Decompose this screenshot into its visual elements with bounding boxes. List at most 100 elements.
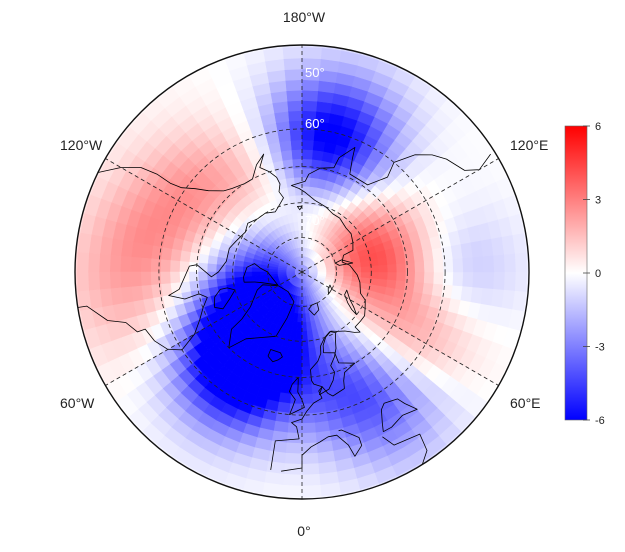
field-cell (287, 110, 303, 122)
field-cell (313, 131, 327, 143)
field-cell (460, 242, 473, 259)
lat-label-70: 70° (305, 213, 325, 228)
graticule (105, 45, 499, 499)
field-cell (301, 140, 314, 151)
field-cell (301, 347, 310, 358)
field-cell (77, 271, 90, 292)
field-cell (403, 280, 415, 292)
field-cell (301, 47, 322, 60)
lon-label-lower-left: 60°W (60, 395, 95, 411)
field-cell (272, 101, 289, 114)
field-cell (461, 256, 474, 273)
field-cell (301, 230, 306, 240)
field-cell (301, 452, 319, 465)
field-cell (386, 271, 397, 281)
longitude-labels: 180°W 0° 120°W 60°W 120°E 60°E (60, 9, 548, 539)
field-cell (120, 255, 132, 273)
field-cell (482, 255, 495, 273)
coastline (270, 146, 491, 470)
field-cell (160, 271, 172, 285)
field-cell (189, 252, 201, 264)
field-cell (296, 321, 303, 332)
field-cell (140, 271, 152, 287)
field-cell (278, 391, 292, 404)
latitude-labels: 50° 60° 70° (305, 65, 325, 228)
field-cell (492, 271, 505, 290)
lat-label-60: 60° (305, 116, 325, 131)
field-cell (282, 484, 303, 497)
field-cell (298, 295, 303, 305)
field-cell (472, 271, 484, 289)
field-cell (432, 259, 444, 273)
field-cell (301, 356, 311, 367)
coastline (288, 376, 305, 416)
field-cell (298, 304, 303, 314)
field-cell (170, 260, 181, 273)
field-cell (308, 186, 318, 197)
field-cell (277, 401, 291, 413)
field-cell (334, 271, 344, 276)
field-cell (179, 261, 190, 273)
field-cell (291, 374, 303, 385)
field-cell (414, 261, 425, 273)
field-cell (198, 253, 210, 265)
lat-label-50: 50° (305, 65, 325, 80)
field-cell (314, 410, 329, 423)
lon-label-bottom: 0° (297, 523, 310, 539)
field-cell (368, 277, 379, 286)
field-cell (412, 250, 424, 263)
field-cell (292, 168, 303, 179)
field-cell (285, 79, 303, 92)
field-cell (284, 69, 303, 82)
field-cell (369, 271, 379, 279)
coastline (296, 205, 303, 211)
field-cell (395, 262, 406, 273)
field-cell (291, 149, 303, 160)
field-cell (503, 271, 516, 291)
field-cell (452, 257, 464, 273)
field-cell (216, 271, 227, 280)
field-cell (414, 271, 425, 283)
field-cell (283, 58, 303, 71)
field-cell (285, 90, 303, 102)
colorbar-tick-label: -3 (595, 342, 605, 354)
field-cell (386, 263, 397, 273)
field-cell (289, 130, 303, 142)
field-cell (292, 365, 303, 376)
field-cell (301, 384, 313, 395)
field-cell (460, 285, 473, 302)
field-cell (180, 250, 192, 263)
colorbar: 6 3 0 -3 -6 (564, 121, 605, 427)
colorbar-tick-label: -6 (595, 415, 605, 427)
lon-label-top: 180°W (283, 9, 326, 25)
field-cell (286, 347, 296, 358)
field-cell (313, 401, 327, 413)
field-cell (234, 265, 244, 273)
field-cell (140, 257, 152, 273)
field-cell (160, 259, 172, 273)
field-cell (432, 271, 444, 285)
field-cell (431, 283, 443, 297)
field-cell (404, 261, 415, 273)
field-cell (514, 271, 527, 292)
field-cell (285, 355, 295, 367)
lon-label-upper-right: 120°E (510, 137, 548, 153)
field-cell (269, 268, 279, 273)
field-cell (285, 452, 303, 465)
field-cell (301, 130, 315, 142)
field-cell (385, 279, 397, 289)
field-cell (283, 364, 295, 376)
field-cell (342, 271, 353, 277)
field-cell (99, 271, 112, 290)
field-cell (312, 391, 326, 404)
field-cell (77, 252, 90, 273)
field-cell (109, 271, 122, 289)
field-cell (120, 271, 132, 289)
field-cell (225, 258, 236, 267)
field-cell (251, 267, 262, 273)
field-cell (301, 149, 313, 160)
field-cell (301, 339, 309, 349)
field-cell (297, 312, 303, 323)
field-cell (301, 393, 314, 404)
field-cell (131, 285, 144, 302)
